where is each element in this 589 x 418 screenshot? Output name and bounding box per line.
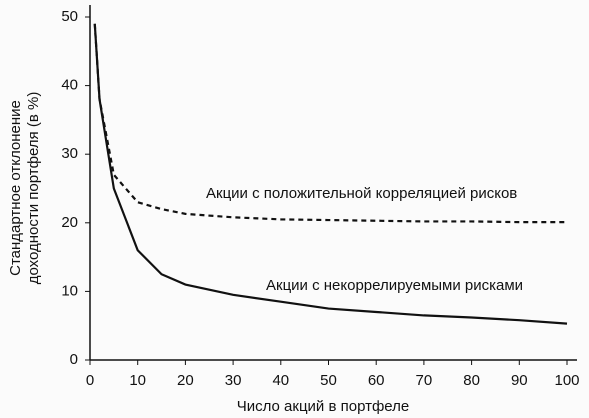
y-tick-label: 40 <box>61 77 78 94</box>
series-line <box>93 23 568 325</box>
x-tick-label: 100 <box>554 372 579 389</box>
y-tick-label: 10 <box>61 282 78 299</box>
x-tick-label: 60 <box>368 372 385 389</box>
y-axis-label: Стандартное отклонение <box>7 100 24 276</box>
x-tick-label: 90 <box>511 372 528 389</box>
x-axis-label: Число акций в портфеле <box>237 398 410 415</box>
x-tick-label: 80 <box>463 372 480 389</box>
series-label: Акции с положительной корреляцией рисков <box>206 185 517 202</box>
y-tick-label: 20 <box>61 214 78 231</box>
y-tick-label: 30 <box>61 145 78 162</box>
x-tick-label: 10 <box>129 372 146 389</box>
series-line <box>93 23 567 224</box>
y-axis-label: доходности портфеля (в %) <box>25 92 42 285</box>
y-tick-label: 50 <box>61 8 78 25</box>
x-tick-label: 40 <box>272 372 289 389</box>
x-tick-label: 30 <box>225 372 242 389</box>
x-tick-label: 50 <box>320 372 337 389</box>
series-label: Акции с некоррелируемыми рисками <box>266 277 523 294</box>
x-tick-label: 20 <box>177 372 194 389</box>
x-tick-label: 0 <box>86 372 94 389</box>
y-tick-label: 0 <box>70 351 78 368</box>
x-tick-label: 70 <box>416 372 433 389</box>
